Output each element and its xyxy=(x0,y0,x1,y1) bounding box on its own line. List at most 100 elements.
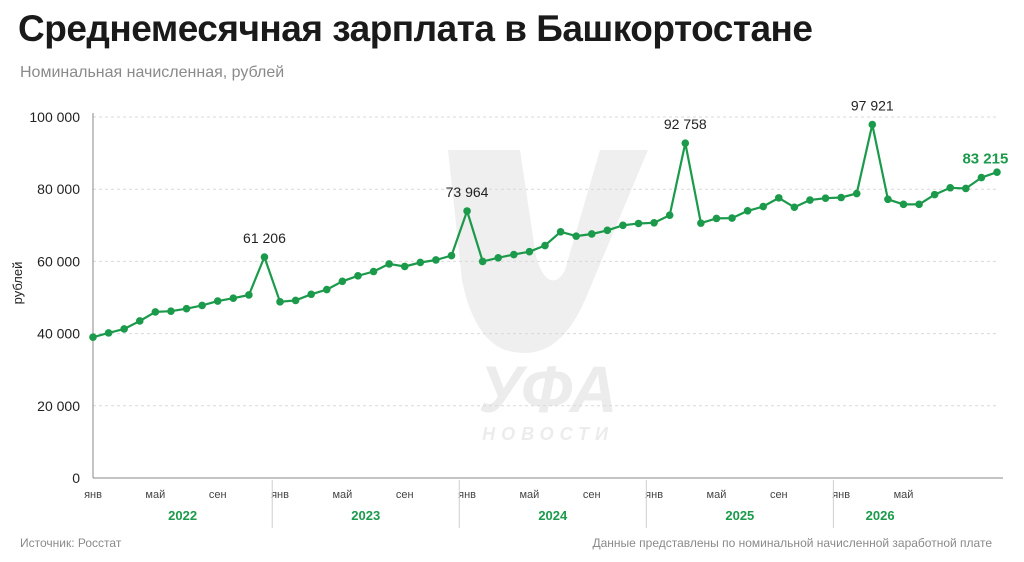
x-tick-label: сен xyxy=(583,489,601,501)
page-title: Среднемесячная зарплата в Башкортостане xyxy=(18,8,813,49)
x-axis-labels: янв май сен янв май сен янв май сен янв май сен янв м… xyxy=(84,480,913,528)
y-tick-label: 80 000 xyxy=(37,181,80,197)
data-point xyxy=(993,168,1001,177)
data-point xyxy=(587,230,596,238)
data-point xyxy=(369,267,378,276)
grid xyxy=(93,116,997,407)
x-tick-label: май xyxy=(894,489,914,501)
y-tick-label: 40 000 xyxy=(37,326,80,342)
data-point xyxy=(167,307,175,316)
data-point xyxy=(946,183,955,192)
x-tick-label: янв xyxy=(84,489,102,501)
data-point xyxy=(728,214,736,222)
data-point xyxy=(790,203,799,212)
data-point xyxy=(962,184,970,193)
x-tick-label: сен xyxy=(209,489,227,501)
x-tick-label: сен xyxy=(770,489,788,501)
data-point xyxy=(930,190,939,199)
data-point xyxy=(681,139,690,147)
data-labels: 61 206 73 964 92 758 97 921 83 215 xyxy=(243,98,1008,247)
data-point xyxy=(245,291,253,299)
x-tick-label: янв xyxy=(645,489,663,501)
watermark: УФА НОВОСТИ xyxy=(448,150,648,444)
data-point xyxy=(400,262,409,271)
data-point xyxy=(291,296,300,305)
data-point xyxy=(260,253,269,261)
data-point xyxy=(759,202,768,211)
data-point xyxy=(135,317,144,325)
data-point xyxy=(977,173,986,182)
data-point xyxy=(743,207,752,215)
data-point xyxy=(806,196,814,204)
data-point xyxy=(151,308,160,316)
data-note: Данные представлены по номинальной начис… xyxy=(592,536,992,550)
x-tick-label: май xyxy=(707,489,727,501)
y-tick-label: 0 xyxy=(72,470,80,486)
data-point xyxy=(120,325,128,333)
data-point xyxy=(338,277,347,286)
data-point xyxy=(104,329,113,337)
data-point xyxy=(525,247,534,256)
year-label: 2025 xyxy=(725,508,754,523)
data-point xyxy=(603,226,612,235)
data-point xyxy=(665,211,674,219)
data-point xyxy=(556,227,565,236)
data-label: 92 758 xyxy=(664,116,707,132)
data-point xyxy=(276,298,284,306)
y-tick-label: 60 000 xyxy=(37,253,80,269)
data-point xyxy=(478,257,487,266)
page-subtitle: Номинальная начисленная, рублей xyxy=(20,64,285,81)
data-point xyxy=(837,193,845,202)
data-point xyxy=(915,200,923,209)
x-tick-label: янв xyxy=(271,489,289,501)
data-label: 61 206 xyxy=(243,230,286,246)
data-label: 83 215 xyxy=(962,151,1008,168)
data-point xyxy=(432,256,440,264)
year-label: 2024 xyxy=(538,508,568,523)
x-tick-label: май xyxy=(519,489,539,501)
data-point xyxy=(182,304,191,313)
data-point xyxy=(213,297,222,305)
data-label: 97 921 xyxy=(851,98,894,114)
watermark-sub: НОВОСТИ xyxy=(482,424,614,444)
data-point xyxy=(852,189,861,198)
x-tick-label: май xyxy=(332,489,352,501)
data-point xyxy=(510,250,518,259)
data-point xyxy=(447,251,456,260)
data-point xyxy=(634,219,643,228)
data-point xyxy=(494,253,503,262)
y-axis-label: рублей xyxy=(10,262,25,305)
data-point xyxy=(89,333,97,342)
data-point xyxy=(899,200,908,209)
year-label: 2026 xyxy=(866,508,895,523)
data-point xyxy=(774,194,783,202)
data-point xyxy=(463,207,471,215)
watermark-brand: УФА xyxy=(479,352,618,426)
data-point xyxy=(354,272,362,280)
x-tick-label: май xyxy=(145,489,165,501)
data-point xyxy=(307,290,316,299)
axes: 0 20 000 40 000 60 000 80 000 100 000 xyxy=(29,109,1003,486)
data-point xyxy=(619,221,627,230)
data-point xyxy=(385,260,393,268)
source-note: Источник: Росстат xyxy=(20,536,122,550)
data-point xyxy=(229,294,238,303)
data-points xyxy=(89,120,1001,342)
data-point xyxy=(821,194,830,203)
data-point xyxy=(572,232,580,240)
data-point xyxy=(416,258,425,267)
data-point xyxy=(868,120,877,129)
data-point xyxy=(712,214,721,223)
year-label: 2022 xyxy=(168,508,197,523)
y-tick-label: 20 000 xyxy=(37,398,80,414)
data-point xyxy=(198,301,206,310)
y-tick-label: 100 000 xyxy=(29,109,80,125)
x-tick-label: сен xyxy=(396,489,414,501)
x-tick-label: янв xyxy=(458,489,476,501)
data-point xyxy=(541,241,549,250)
data-point xyxy=(650,218,658,227)
data-label: 73 964 xyxy=(446,184,489,200)
data-point xyxy=(697,219,705,227)
x-tick-label: янв xyxy=(832,489,850,501)
